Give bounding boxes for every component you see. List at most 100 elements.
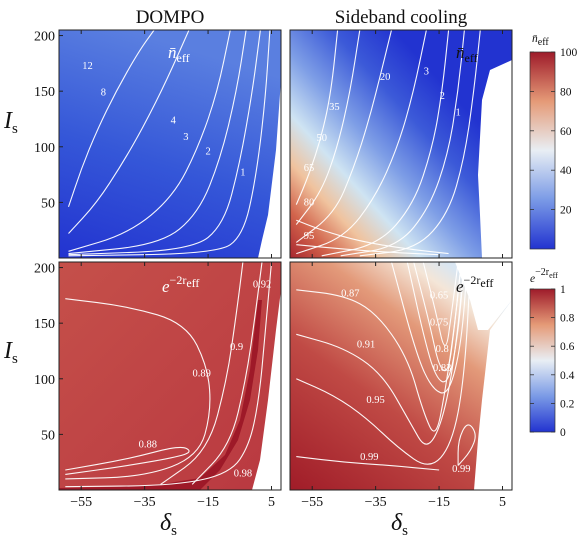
contour-label: 0.9 bbox=[230, 342, 243, 353]
contour-line-3 bbox=[68, 30, 247, 255]
contour-label: 0.75 bbox=[430, 317, 448, 328]
contour-line-1 bbox=[68, 30, 271, 257]
y-tick-label: 100 bbox=[34, 373, 55, 388]
contour-line-0.9 bbox=[160, 262, 244, 485]
contour-label: 0.91 bbox=[357, 340, 375, 351]
undefined-top-right-corner bbox=[455, 262, 512, 330]
undefined-region-top-right bbox=[478, 60, 512, 258]
panel-bottom-right: 0.87 0.65 0.75 0.8 0.83 0.91 0.95 0.99 0.99 e−2r… bbox=[289, 261, 513, 491]
title-sideband: Sideband cooling bbox=[335, 7, 468, 28]
contour-line-0.75 bbox=[413, 262, 462, 372]
contour-line-35 bbox=[295, 30, 393, 243]
contour-line-4 bbox=[68, 30, 231, 252]
colorbar-top-ticks: 20 40 60 80 100 bbox=[530, 47, 578, 217]
contour-line-65 bbox=[295, 30, 339, 205]
contour-label: 95 bbox=[304, 231, 315, 242]
contour-label: 2 bbox=[205, 147, 210, 158]
colorbar-tick-label: 0 bbox=[560, 427, 566, 439]
contour-line-0.88 bbox=[65, 446, 190, 475]
contour-line-0.83 bbox=[390, 262, 469, 394]
contour-label: 0.88 bbox=[139, 440, 157, 451]
heatmap-top-right bbox=[290, 30, 512, 258]
contour-label: 20 bbox=[380, 72, 391, 83]
contour-line-2 bbox=[68, 30, 261, 256]
contour-label: 1 bbox=[240, 168, 245, 179]
contour-line-12 bbox=[67, 30, 155, 207]
contour-line-0.95 bbox=[296, 262, 472, 465]
contour-line-80 bbox=[296, 219, 449, 255]
contour-line-0.89 bbox=[65, 298, 211, 480]
x-tick-label: 5 bbox=[268, 495, 275, 510]
contours-bottom-right: 0.87 0.65 0.75 0.8 0.83 0.91 0.95 0.99 0.99 bbox=[296, 262, 476, 475]
ylabel-bottom: Is bbox=[3, 338, 18, 367]
x-tick-label: −35 bbox=[365, 495, 387, 510]
colorbar-bottom-bar bbox=[529, 288, 556, 433]
contour-label: 0.95 bbox=[366, 395, 384, 406]
title-dompo: DOMPO bbox=[136, 7, 205, 28]
squeezing-annotation-bottom-left: e−2reff bbox=[162, 273, 199, 296]
x-tick-label: −35 bbox=[134, 495, 156, 510]
colorbar-tick-label: 0.6 bbox=[560, 341, 575, 353]
contour-label: 0.65 bbox=[430, 291, 448, 302]
contour-label: 1 bbox=[455, 108, 460, 119]
xlabel-right: δs bbox=[391, 510, 408, 539]
contour-label: 3 bbox=[424, 67, 429, 78]
y-tick-label: 50 bbox=[41, 428, 55, 443]
x-tick-label: −15 bbox=[197, 495, 219, 510]
panel-bottom-left: 0.92 0.9 0.89 0.88 0.98 e−2reff bbox=[58, 261, 282, 491]
contour-label: 80 bbox=[304, 198, 315, 209]
contour-line-2 bbox=[340, 30, 465, 257]
contour-label: 2 bbox=[440, 91, 445, 102]
contour-label: 0.8 bbox=[436, 344, 449, 355]
panel-top-left: 12 8 43 2 1 n̄eff bbox=[58, 29, 282, 259]
contour-line-0.91 bbox=[296, 262, 465, 445]
colorbar-tick-label: 20 bbox=[560, 205, 572, 217]
heatmap-bottom-left bbox=[59, 262, 281, 490]
contour-line-3 bbox=[321, 30, 450, 257]
contour-label: 0.83 bbox=[433, 363, 451, 374]
colorbar-bottom: e−2reff 0 0.2 0.4 0.6 0.8 1 bbox=[529, 267, 575, 439]
colorbar-top: n̄eff 20 40 60 80 100 bbox=[529, 33, 578, 250]
contour-line-0.98 bbox=[65, 262, 273, 488]
contour-label: 0.92 bbox=[253, 280, 271, 291]
colorbar-bottom-label: e−2reff bbox=[530, 267, 558, 285]
contour-label: 0.99 bbox=[360, 452, 378, 463]
contour-label: 4 bbox=[171, 115, 177, 126]
x-tick-label: 5 bbox=[499, 495, 506, 510]
undefined-region-top-left bbox=[258, 80, 281, 258]
contour-line-0.99 bbox=[296, 456, 440, 471]
contour-label: 3 bbox=[183, 132, 188, 143]
colorbar-tick-label: 0.2 bbox=[560, 398, 575, 410]
contour-line-0.65 bbox=[422, 262, 459, 346]
contour-label: 65 bbox=[304, 163, 315, 174]
contour-label: 8 bbox=[101, 88, 106, 99]
ylabel-top: Is bbox=[3, 108, 18, 137]
colorbar-tick-label: 1 bbox=[560, 284, 566, 296]
x-tick-label: −55 bbox=[301, 495, 323, 510]
y-tick-label: 200 bbox=[34, 262, 55, 277]
y-tick-label: 150 bbox=[34, 85, 55, 100]
contours-bottom-left: 0.92 0.9 0.89 0.88 0.98 bbox=[65, 262, 273, 488]
nbar-annotation-top-left: n̄eff bbox=[168, 43, 190, 65]
x-tick-label: −55 bbox=[70, 495, 92, 510]
colorbar-tick-label: 60 bbox=[560, 126, 572, 138]
colorbar-tick-label: 100 bbox=[560, 47, 578, 59]
y-tick-label: 50 bbox=[41, 196, 55, 211]
contour-line-95 bbox=[296, 244, 440, 256]
contour-label: 0.87 bbox=[341, 289, 359, 300]
colorbar-tick-label: 80 bbox=[560, 86, 572, 98]
x-tick-label: −15 bbox=[428, 495, 450, 510]
contour-label: 0.89 bbox=[193, 369, 211, 380]
colorbar-bottom-ticks: 0 0.2 0.4 0.6 0.8 1 bbox=[530, 284, 575, 439]
panel-top-right: 12 3 20 35 50 65 80 95 n̄eff bbox=[289, 29, 513, 259]
y-tick-label: 150 bbox=[34, 317, 55, 332]
squeezing-annotation-bottom-right: e−2reff bbox=[456, 273, 493, 296]
contour-label: 12 bbox=[82, 61, 93, 72]
contour-line-1 bbox=[359, 30, 481, 257]
y-tick-label: 100 bbox=[34, 141, 55, 156]
undefined-region-bottom-right bbox=[474, 300, 512, 490]
colorbar-tick-label: 0.8 bbox=[560, 313, 575, 325]
colorbar-top-bar bbox=[529, 51, 556, 250]
contour-label: 35 bbox=[329, 102, 340, 113]
